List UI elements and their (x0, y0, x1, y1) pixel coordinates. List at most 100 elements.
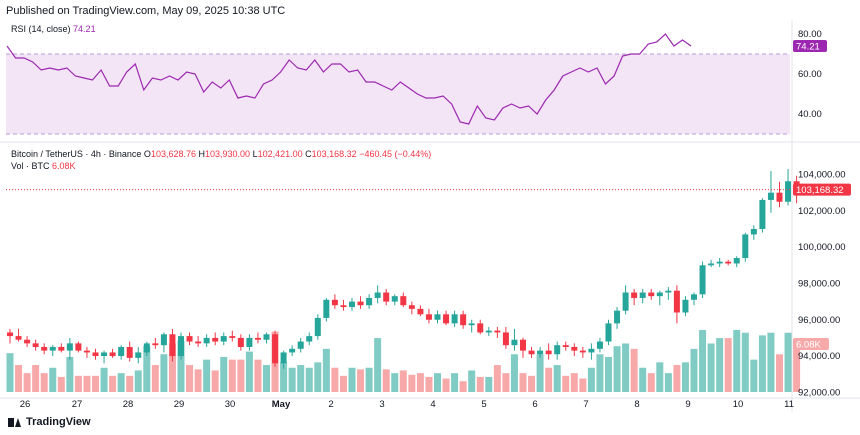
candle-body (126, 346, 133, 358)
time-tick-label: 9 (685, 399, 690, 410)
candle-body (648, 292, 655, 297)
time-tick-label: 26 (20, 399, 31, 410)
candle-body (101, 352, 108, 357)
candle-body (554, 345, 561, 355)
volume-bar (109, 375, 117, 392)
candle-body (195, 341, 202, 344)
volume-bar (639, 367, 647, 392)
volume-bar (382, 369, 390, 392)
volume-bar (451, 373, 459, 392)
volume-bar (254, 359, 262, 392)
candle-body (289, 348, 296, 353)
volume-bar (656, 362, 664, 392)
volume-bar (690, 348, 698, 392)
candle-body (212, 337, 219, 342)
volume-bar (493, 365, 501, 392)
candle-body (742, 234, 749, 259)
candle-body (118, 346, 125, 357)
candle-body (699, 265, 706, 295)
volume-bar (724, 338, 732, 392)
volume-bar (314, 362, 322, 392)
volume-bar (74, 375, 82, 392)
price-tick-label: 96,000.00 (798, 315, 840, 326)
price-tick-label: 104,000.00 (798, 170, 846, 181)
volume-bar (630, 348, 638, 392)
open-label: O (143, 149, 151, 159)
volume-bar (468, 370, 476, 392)
volume-bar (510, 354, 518, 392)
candle-body (562, 345, 569, 347)
candle-body (656, 292, 663, 297)
volume-bar (485, 376, 493, 392)
candle-body (66, 343, 73, 351)
close-value: 103,168.32 (311, 149, 357, 159)
brand-label: TradingView (26, 416, 91, 428)
volume-bar (15, 365, 23, 392)
candle-body (785, 181, 792, 202)
candle-body (665, 290, 672, 293)
time-tick-label: 2 (328, 399, 333, 410)
candle-body (7, 332, 13, 337)
candle-body (92, 352, 99, 357)
low-label: L (252, 149, 258, 159)
grid-layer (0, 20, 860, 412)
volume-bar (348, 367, 356, 392)
candle-body (178, 336, 184, 357)
volume-bar (699, 330, 707, 392)
candle-body (331, 299, 338, 306)
open-value: 103,628.76 (150, 149, 196, 159)
candle-body (383, 292, 390, 302)
volume-bar (331, 367, 339, 392)
candle-body (682, 299, 689, 313)
volume-bar (587, 367, 595, 392)
tradingview-logo-icon (8, 417, 22, 427)
candle-body (32, 343, 39, 347)
candle-body (49, 346, 56, 351)
candle-body (511, 339, 518, 346)
candle-body (691, 294, 697, 300)
rsi-tick-label: 80.00 (798, 29, 822, 40)
candle-body (520, 339, 526, 351)
volume-bar (151, 365, 159, 392)
candle-body (314, 317, 321, 337)
tradingview-footer[interactable]: TradingView (8, 416, 91, 428)
volume-bar (647, 373, 655, 392)
candle-body (528, 350, 535, 355)
candle-body (759, 199, 766, 229)
volume-legend[interactable]: Vol · BTC 6.08K (11, 161, 76, 171)
volume-bar (707, 343, 715, 392)
symbol-legend[interactable]: Bitcoin / TetherUS · 4h · Binance O103,6… (11, 149, 431, 159)
time-tick-label: 7 (583, 399, 588, 410)
volume-bar (459, 381, 467, 392)
volume-bar (502, 373, 510, 392)
candle-body (579, 350, 586, 353)
change-value: −460.45 (−0.44%) (359, 149, 432, 159)
volume-bar (673, 365, 681, 392)
time-tick-label: 3 (379, 399, 384, 410)
candle-body (571, 346, 578, 351)
volume-pane (6, 330, 801, 392)
volume-bar (339, 375, 347, 392)
volume-bar (562, 375, 570, 392)
volume-bar (228, 359, 236, 392)
volume-bar (793, 342, 801, 392)
price-tick-label: 94,000.00 (798, 351, 840, 362)
rsi-label: RSI (14, close) (11, 24, 71, 34)
rsi-tick-label: 40.00 (798, 109, 822, 120)
time-tick-label: 6 (532, 399, 537, 410)
rsi-legend[interactable]: RSI (14, close) 74.21 (11, 24, 96, 34)
candle-body (725, 261, 732, 264)
candle-body (537, 350, 544, 355)
last-price-badge (793, 183, 851, 196)
candle-body (229, 336, 236, 338)
candle-body (460, 314, 467, 326)
volume-bar (536, 354, 544, 392)
volume-bar (177, 340, 185, 392)
candle-body (750, 228, 757, 235)
axis-layer: 80.00 60.00 40.00 74.21 104,000.00 102,000.00… (20, 29, 851, 410)
volume-bar (57, 376, 65, 392)
candle-body (477, 323, 484, 333)
candle-body (708, 263, 715, 266)
price-tick-label: 98,000.00 (798, 278, 840, 289)
